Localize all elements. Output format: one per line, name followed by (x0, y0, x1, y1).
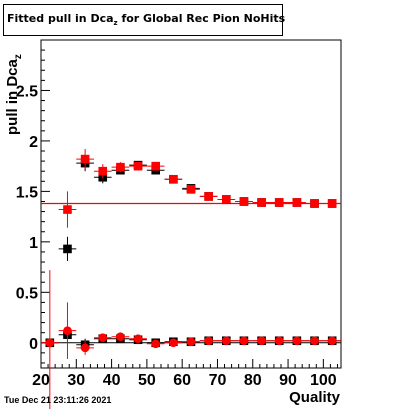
chart-title-box: Fitted pull in Dcaz for Global Rec Pion … (3, 4, 286, 36)
data-point (116, 332, 125, 342)
data-point (239, 197, 249, 206)
data-point (80, 154, 90, 164)
data-point (310, 199, 319, 208)
data-point (45, 338, 55, 348)
data-point (151, 161, 161, 171)
data-point (186, 337, 196, 347)
data-point (221, 336, 231, 346)
data-point (257, 198, 266, 207)
x-tick-label: 50 (138, 372, 156, 389)
y-tick-label: 2 (29, 134, 38, 151)
data-point (327, 199, 337, 208)
x-tick-label: 70 (209, 372, 227, 389)
data-point (221, 195, 231, 204)
data-point (133, 334, 143, 344)
y-tick-label: 0.5 (16, 285, 38, 302)
y-tick-label: 1 (29, 235, 38, 252)
x-tick-label: 60 (173, 372, 191, 389)
data-point (292, 336, 302, 346)
x-tick-label: 100 (310, 372, 337, 389)
data-point (63, 326, 72, 335)
x-tick-label: 30 (67, 372, 85, 389)
x-tick-label: 90 (279, 372, 297, 389)
data-points (41, 148, 341, 409)
data-point (239, 336, 249, 346)
data-point (151, 339, 161, 349)
x-tick-label: 80 (244, 372, 262, 389)
data-point (169, 174, 178, 184)
reference-lines (41, 202, 341, 344)
data-point (292, 198, 302, 207)
data-point (63, 244, 72, 254)
data-point (310, 336, 319, 346)
tick-labels: 20 30 40 50 60 70 80 90 100 0 0.5 1 1.5 2 2.5 (16, 83, 337, 389)
data-point (204, 336, 213, 346)
y-tick-label: 2.5 (16, 83, 38, 100)
y-tick-label: 0 (29, 336, 38, 353)
data-point (274, 198, 284, 207)
chart-title: Fitted pull in Dcaz for Global Rec Pion … (7, 12, 286, 28)
data-point (327, 336, 337, 346)
data-point (133, 161, 143, 171)
data-point (98, 333, 108, 343)
data-point (204, 192, 213, 201)
data-point (116, 162, 125, 172)
data-point (186, 185, 196, 194)
data-point (274, 336, 284, 346)
timestamp: Tue Dec 21 23:11:26 2021 (4, 395, 112, 405)
data-point (98, 166, 108, 176)
x-tick-label: 40 (103, 372, 121, 389)
axis-ticks (40, 49, 338, 368)
data-point (257, 336, 266, 346)
data-point (80, 343, 90, 353)
x-tick-label: 20 (32, 372, 50, 389)
y-axis-label: pull in Dcaz (4, 54, 24, 135)
x-axis-label: Quality (289, 389, 340, 406)
y-tick-label: 1.5 (16, 184, 38, 201)
data-point (169, 338, 178, 348)
data-point (63, 205, 72, 214)
